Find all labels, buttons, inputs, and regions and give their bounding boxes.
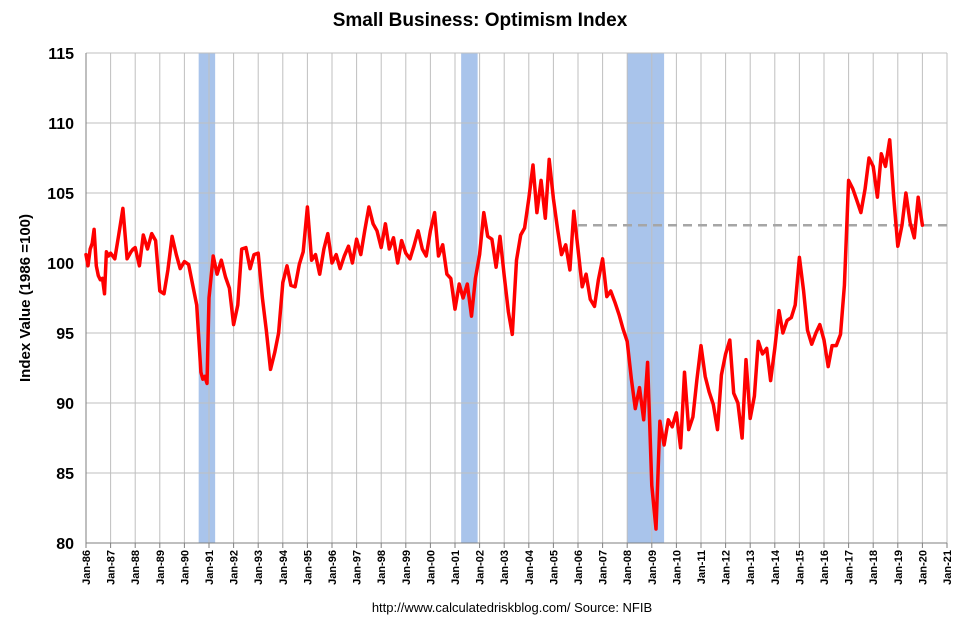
x-tick-label: Jan-09 [647,550,659,585]
x-tick-label: Jan-89 [155,550,167,585]
y-tick-label: 85 [56,466,74,483]
series-group [84,138,925,531]
x-tick-label: Jan-99 [401,550,413,585]
x-tick-label: Jan-96 [327,550,339,585]
y-tick-labels: 80 85 90 95 100 105 110 115 [47,46,74,553]
series-line [84,138,925,531]
x-tick-label: Jan-08 [622,550,634,585]
x-tick-label: Jan-20 [917,550,929,585]
axes [85,53,948,548]
x-tick-label: Jan-91 [204,550,216,585]
y-tick-label: 100 [47,256,74,273]
x-tick-label: Jan-06 [573,550,585,585]
x-tick-label: Jan-11 [696,550,708,584]
x-tick-label: Jan-98 [376,550,388,585]
x-tick-label: Jan-97 [352,550,364,585]
source-note: http://www.calculatedriskblog.com/ Sourc… [372,600,652,615]
x-tick-label: Jan-17 [844,550,856,585]
x-tick-label: Jan-02 [475,550,487,585]
x-tick-label: Jan-12 [721,550,733,585]
y-axis-label: Index Value (1986 =100) [17,214,34,382]
x-tick-labels: Jan-86 Jan-87 Jan-88 Jan-89 Jan-90 Jan-91 Jan-… [81,549,954,585]
x-tick-label: Jan-18 [868,550,880,585]
x-tick-label: Jan-88 [130,550,142,585]
y-tick-label: 80 [56,536,74,553]
x-tick-label: Jan-00 [425,550,437,585]
x-tick-label: Jan-92 [229,550,241,585]
x-tick-label: Jan-04 [524,549,536,585]
x-tick-label: Jan-95 [302,550,314,585]
y-tick-label: 90 [56,396,74,413]
x-tick-label: Jan-10 [671,550,683,585]
x-tick-label: Jan-93 [253,550,265,585]
x-tick-label: Jan-07 [598,550,610,585]
y-tick-label: 95 [56,326,74,343]
recession-bar [198,53,216,543]
y-tick-label: 105 [47,186,74,203]
x-tick-label: Jan-21 [942,550,954,585]
x-tick-label: Jan-05 [548,550,560,585]
x-tick-label: Jan-19 [893,550,905,585]
y-tick-label: 115 [48,46,74,63]
x-tick-label: Jan-16 [819,550,831,585]
x-tick-label: Jan-94 [278,549,290,585]
x-tick-label: Jan-03 [499,550,511,585]
y-tick-label: 110 [48,116,74,133]
chart-title: Small Business: Optimism Index [333,10,628,31]
x-tick-label: Jan-15 [794,550,806,585]
x-tick-label: Jan-01 [450,550,462,585]
x-tick-label: Jan-87 [106,550,118,585]
x-tick-label: Jan-86 [81,550,93,585]
x-tick-label: Jan-13 [745,550,757,585]
x-tick-label: Jan-90 [179,550,191,585]
x-tick-label: Jan-14 [770,549,782,585]
